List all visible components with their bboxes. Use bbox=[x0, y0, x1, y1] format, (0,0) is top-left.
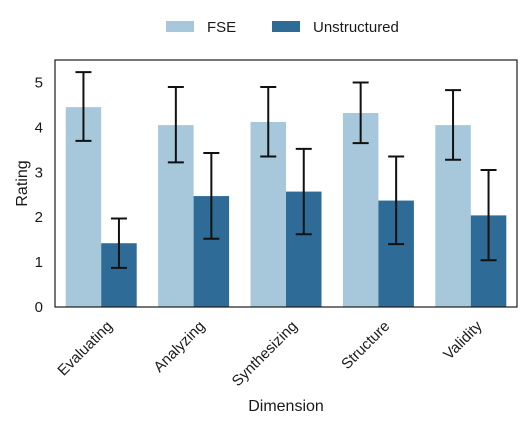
error-bar-fse-structure bbox=[352, 81, 369, 145]
legend-item-fse: FSE bbox=[166, 19, 236, 36]
error-bar-fse-validity bbox=[445, 89, 462, 161]
x-tick-label: Validity bbox=[440, 317, 486, 363]
y-tick-label: 2 bbox=[35, 209, 43, 226]
bars-group bbox=[65, 107, 507, 308]
x-tick-label: Synthesizing bbox=[229, 318, 301, 390]
error-bar-unstructured-synthesizing bbox=[295, 147, 312, 236]
plot-frame bbox=[54, 59, 518, 308]
error-bar-fse-evaluating bbox=[75, 71, 92, 142]
x-tick-label: Evaluating bbox=[54, 318, 116, 380]
y-tick-label: 3 bbox=[35, 164, 43, 181]
x-axis: Evaluating Analyzing Synthesizing Structure… bbox=[54, 317, 486, 390]
legend-swatch bbox=[272, 21, 300, 32]
legend-label: FSE bbox=[207, 19, 236, 36]
error-bar-unstructured-validity bbox=[480, 169, 497, 262]
x-tick-label: Analyzing bbox=[150, 318, 208, 376]
error-bar-fse-analyzing bbox=[167, 85, 184, 164]
y-tick-label: 5 bbox=[35, 74, 43, 91]
error-bar-unstructured-structure bbox=[388, 155, 405, 246]
y-tick-label: 4 bbox=[35, 119, 43, 136]
y-tick-label: 1 bbox=[35, 254, 43, 271]
x-tick-label: Structure bbox=[338, 318, 393, 373]
error-bars-group bbox=[75, 71, 497, 269]
y-axis-title: Rating bbox=[14, 160, 31, 206]
error-bar-fse-synthesizing bbox=[260, 85, 277, 158]
y-tick-label: 0 bbox=[35, 299, 43, 316]
error-bar-unstructured-analyzing bbox=[203, 151, 220, 240]
legend-swatch bbox=[166, 21, 194, 32]
legend-label: Unstructured bbox=[313, 19, 399, 36]
legend-item-unstructured: Unstructured bbox=[272, 19, 399, 36]
x-axis-title: Dimension bbox=[248, 398, 324, 415]
y-axis: 0 1 2 3 4 5 bbox=[35, 74, 43, 316]
bar-fse-structure bbox=[342, 112, 379, 307]
legend: FSE Unstructured bbox=[166, 19, 399, 36]
error-bar-unstructured-evaluating bbox=[110, 217, 127, 269]
